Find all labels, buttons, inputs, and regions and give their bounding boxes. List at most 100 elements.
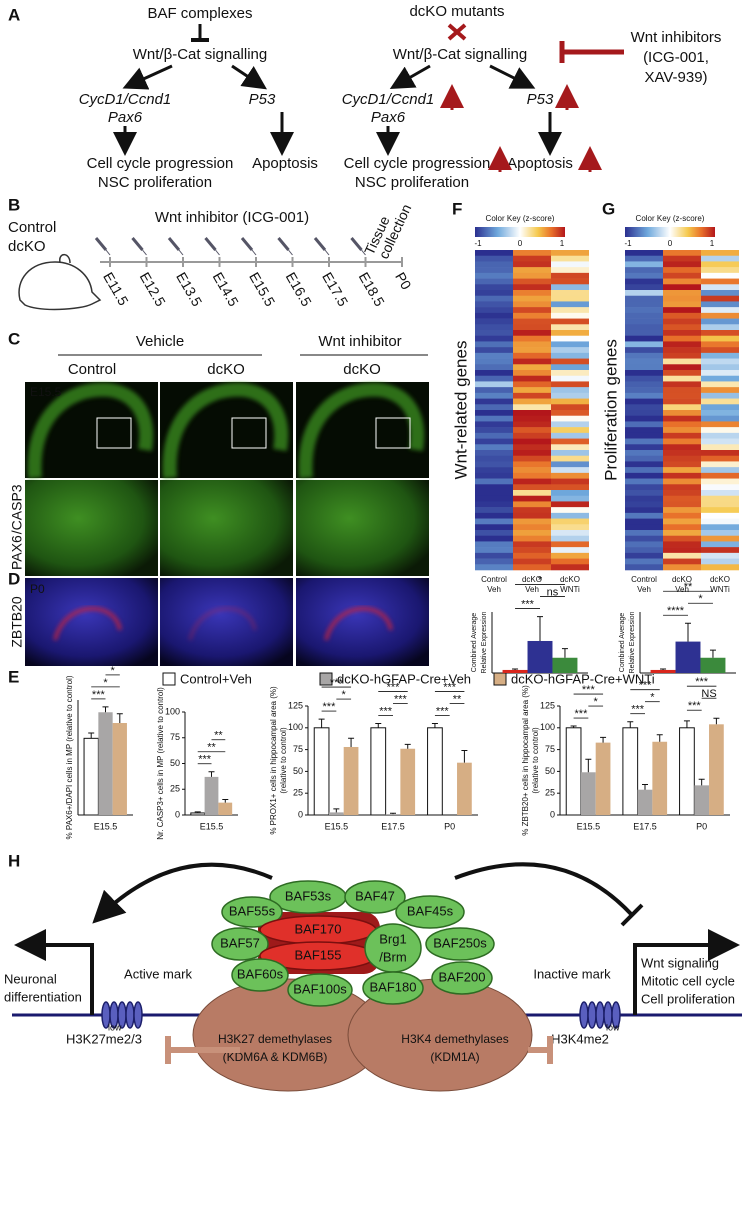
subunit-label: BAF200 [439, 969, 486, 984]
subunit-label: BAF180 [370, 979, 417, 994]
heatmap-cell [513, 490, 551, 497]
heatmap-cell [513, 507, 551, 514]
column-label: Veh [487, 585, 501, 594]
subunit-label: Brg1 [379, 931, 406, 946]
significance: *** [582, 684, 596, 696]
bar [650, 669, 676, 673]
heatmap-cell [663, 272, 701, 279]
connector [489, 64, 536, 89]
heatmap-cell [625, 530, 663, 537]
heatmap-cell [701, 370, 739, 377]
column-label: Veh [675, 585, 689, 594]
heatmap-cell [663, 472, 701, 479]
significance: * [594, 696, 599, 708]
color-key-tick: -1 [624, 239, 632, 248]
significance: * [538, 574, 543, 586]
heatmap-cell [701, 455, 739, 462]
heatmap-cell [625, 347, 663, 354]
error-bar [713, 717, 720, 725]
heatmap-cell [625, 341, 663, 348]
arrow [14, 929, 94, 1015]
heatmap-cell [513, 547, 551, 554]
error-bar [348, 737, 355, 747]
y-axis-label: % PROX1+ cells in hippocampal area (%) [269, 686, 278, 835]
heatmap-cell [701, 421, 739, 428]
timepoint: E12.5 [137, 269, 169, 309]
heatmap-cell [513, 387, 551, 394]
panel-label: D [8, 569, 20, 588]
heatmap-cell [701, 438, 739, 445]
heatmap-cell [513, 450, 551, 457]
y-tick-label: 100 [165, 706, 180, 716]
heatmap-cell [475, 341, 513, 348]
heatmap-cell [625, 261, 663, 268]
heatmap-cell [513, 352, 551, 359]
significance: *** [631, 704, 645, 716]
heatmap-cell [625, 295, 663, 302]
heatmap-cell [625, 255, 663, 262]
heatmap-cell [551, 312, 589, 319]
significance: * [342, 689, 347, 701]
heatmap-cell [625, 438, 663, 445]
heatmap-cell [663, 427, 701, 434]
bar [98, 712, 113, 815]
connector [447, 23, 467, 41]
panel-label: C [8, 329, 20, 348]
bar [709, 724, 724, 815]
heatmap-cell [701, 267, 739, 274]
heatmap-cell [625, 472, 663, 479]
group: Control [8, 219, 56, 236]
error-bar [461, 749, 468, 763]
heatmap-cell [663, 484, 701, 491]
x-tick-label: E15.5 [577, 821, 601, 831]
heatmap-cell [701, 495, 739, 502]
heatmap-cell [701, 261, 739, 268]
target-gene: CycD1/Ccnd1 [79, 91, 172, 108]
error-bar [561, 648, 568, 658]
connector [178, 249, 184, 256]
heatmap-cell [513, 284, 551, 291]
connector [94, 237, 108, 251]
x-tick-label: E15.5 [325, 821, 349, 831]
heatmap-cell [551, 352, 589, 359]
heatmap-cell [701, 335, 739, 342]
heatmap-cell [625, 267, 663, 274]
heatmap-cell [663, 564, 701, 571]
heatmap-cell [701, 524, 739, 531]
heatmap-cell [663, 535, 701, 542]
nucleosome [125, 1001, 135, 1029]
heatmap-cell [475, 495, 513, 502]
color-key [475, 227, 565, 237]
subunit-label: BAF57 [220, 935, 260, 950]
bar [457, 762, 472, 815]
heatmap-cell [701, 404, 739, 411]
heatmap-cell [513, 335, 551, 342]
heatmap-cell [625, 250, 663, 257]
x-tick-label: E15.5 [200, 821, 224, 831]
significance: * [650, 692, 655, 704]
heatmap-cell [551, 461, 589, 468]
heatmap-cell [663, 352, 701, 359]
heatmap-cell [701, 352, 739, 359]
significance: *** [639, 680, 653, 692]
heatmap-cell [475, 404, 513, 411]
heatmap-cell [701, 558, 739, 565]
target-gene: P53 [249, 91, 276, 108]
connector [277, 237, 290, 251]
heatmap-cell [701, 392, 739, 399]
y-tick-label: 0 [298, 809, 303, 819]
nucleosome [587, 1001, 597, 1029]
heatmap-cell [513, 347, 551, 354]
y-tick-label: 75 [293, 744, 303, 754]
x-tick-label: E17.5 [633, 821, 657, 831]
enzyme: (KDM1A) [430, 1050, 479, 1064]
error-bar [375, 722, 382, 728]
target-gene: CycD1/Ccnd1 [342, 91, 435, 108]
heatmap-cell [551, 284, 589, 291]
significance: ns [547, 586, 559, 598]
heatmap-cell [625, 535, 663, 542]
heatmap-cell [701, 484, 739, 491]
timepoint: E14.5 [210, 269, 242, 309]
heatmap-cell [663, 524, 701, 531]
heatmap-cell [625, 501, 663, 508]
